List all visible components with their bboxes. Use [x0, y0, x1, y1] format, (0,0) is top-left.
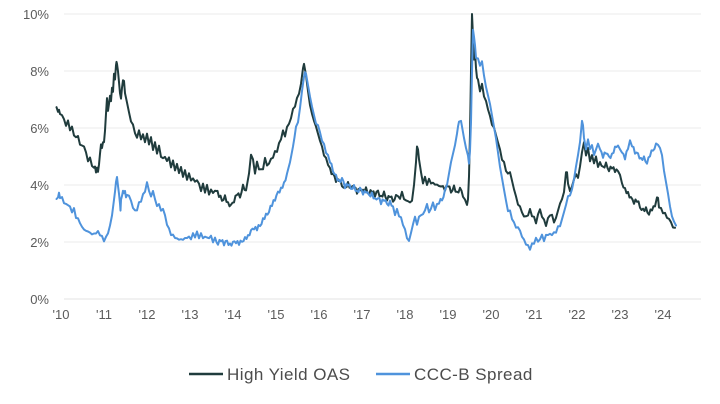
- svg-text:'16: '16: [311, 307, 328, 322]
- svg-text:'18: '18: [397, 307, 414, 322]
- svg-text:'23: '23: [612, 307, 629, 322]
- svg-text:'17: '17: [354, 307, 371, 322]
- svg-text:2%: 2%: [30, 235, 49, 250]
- svg-text:'10: '10: [53, 307, 70, 322]
- svg-text:'15: '15: [268, 307, 285, 322]
- svg-text:8%: 8%: [30, 64, 49, 79]
- svg-text:0%: 0%: [30, 292, 49, 307]
- svg-text:'14: '14: [225, 307, 242, 322]
- svg-text:High Yield OAS: High Yield OAS: [227, 365, 350, 384]
- svg-text:4%: 4%: [30, 178, 49, 193]
- svg-text:6%: 6%: [30, 121, 49, 136]
- svg-text:'12: '12: [139, 307, 156, 322]
- svg-text:'22: '22: [569, 307, 586, 322]
- svg-text:10%: 10%: [23, 7, 49, 22]
- svg-text:'24: '24: [655, 307, 672, 322]
- svg-text:'20: '20: [483, 307, 500, 322]
- svg-text:'19: '19: [440, 307, 457, 322]
- svg-text:CCC-B Spread: CCC-B Spread: [414, 365, 533, 384]
- svg-text:'11: '11: [96, 307, 112, 322]
- svg-text:'21: '21: [526, 307, 543, 322]
- svg-text:'13: '13: [182, 307, 199, 322]
